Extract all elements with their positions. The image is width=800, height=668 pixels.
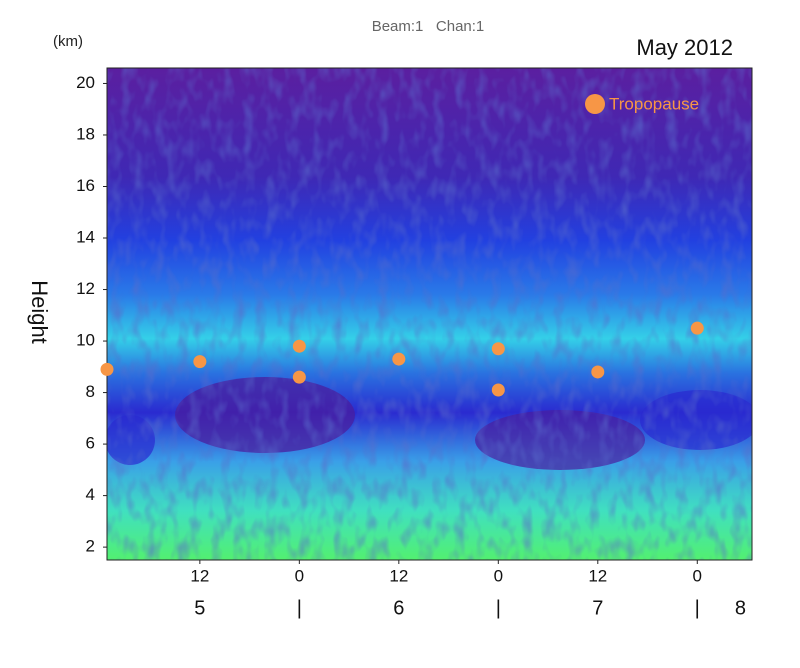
y-tick-label: 20 [76, 73, 95, 92]
x-tick-label: 12 [190, 566, 209, 585]
x-tick-label: 12 [588, 566, 607, 585]
day-label: 6 [393, 597, 404, 619]
x-tick-label: 0 [295, 566, 304, 585]
x-tick-label: 0 [494, 566, 503, 585]
y-axis-label: Height [27, 280, 52, 344]
chart-subtitle: May 2012 [636, 35, 733, 60]
x-tick-label: 12 [389, 566, 408, 585]
tropopause-point [100, 362, 114, 376]
y-tick-label: 10 [76, 331, 95, 350]
y-tick-label: 4 [86, 485, 95, 504]
x-tick-label: 0 [693, 566, 702, 585]
tropopause-point [292, 339, 306, 353]
day-label: 7 [592, 597, 603, 619]
y-tick-label: 6 [86, 434, 95, 453]
y-tick-label: 12 [76, 279, 95, 298]
tropopause-point [392, 352, 406, 366]
day-label: 5 [194, 597, 205, 619]
y-tick-label: 2 [86, 537, 95, 556]
day-label: | [496, 597, 501, 619]
legend-marker [585, 94, 605, 114]
tropopause-point [690, 321, 704, 335]
y-tick-label: 14 [76, 227, 95, 246]
tropopause-point [292, 370, 306, 384]
y-unit: (km) [53, 33, 83, 50]
legend-label: Tropopause [609, 94, 699, 113]
tropopause-point [591, 365, 605, 379]
y-tick-label: 8 [86, 382, 95, 401]
y-tick-label: 18 [76, 124, 95, 143]
day-label: | [297, 597, 302, 619]
tropopause-point [491, 383, 505, 397]
chart-title: Beam:1 Chan:1 [372, 18, 485, 35]
tropopause-point [193, 355, 207, 369]
day-label: 8 [735, 597, 746, 619]
plot-frame [106, 67, 753, 561]
tropopause-point [491, 342, 505, 356]
y-tick-label: 16 [76, 176, 95, 195]
heatmap [107, 68, 752, 560]
day-label: | [695, 597, 700, 619]
